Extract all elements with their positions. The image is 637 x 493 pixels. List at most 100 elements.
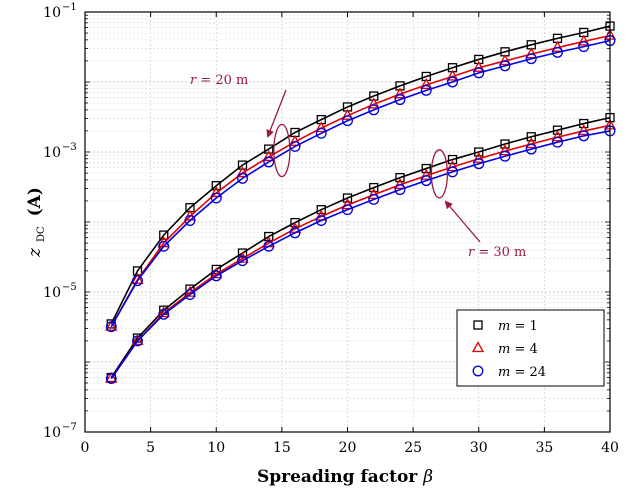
x-tick-label: 10 <box>207 440 225 456</box>
data-point-triangle <box>420 78 433 90</box>
x-axis-label: Spreading factor β <box>257 467 433 487</box>
data-point-triangle <box>210 186 223 198</box>
data-point-triangle <box>105 319 118 331</box>
data-point-square <box>237 160 248 170</box>
data-point-circle <box>210 192 222 204</box>
data-point-circle <box>578 130 590 142</box>
data-point-square <box>500 139 510 149</box>
data-point-circle <box>368 193 380 205</box>
y-axis-label-sub: DC <box>36 226 47 242</box>
data-point-triangle <box>577 34 590 46</box>
data-point-square <box>473 320 483 330</box>
data-point-circle <box>210 270 222 282</box>
y-tick-label-exponent: −7 <box>62 422 77 433</box>
data-point-circle <box>499 60 511 72</box>
data-point-triangle <box>472 60 485 72</box>
data-point-triangle <box>551 130 564 142</box>
data-point-square <box>369 182 379 193</box>
data-point-triangle <box>341 108 354 120</box>
data-point-square <box>237 248 248 258</box>
series-line <box>110 39 611 328</box>
data-point-circle <box>552 46 563 58</box>
y-tick-label-exponent: −3 <box>62 142 77 153</box>
data-point-circle <box>184 215 196 226</box>
data-point-triangle <box>498 54 512 66</box>
data-point-circle <box>105 373 117 385</box>
data-point-square <box>474 147 484 157</box>
data-point-square <box>159 230 169 240</box>
y-tick-label-exponent: −5 <box>62 282 77 293</box>
y-tick-label: 10 <box>43 5 61 21</box>
y-axis-label-main: z <box>25 247 45 258</box>
annotation-ellipse-r30 <box>430 149 449 199</box>
data-point-triangle <box>367 187 380 199</box>
data-point-square <box>290 217 300 228</box>
data-point-triangle <box>393 177 407 189</box>
annotations: r = 20 m r = 30 m <box>190 73 526 260</box>
data-point-circle <box>472 365 484 377</box>
annotation-label-r30: r = 30 m <box>468 245 526 260</box>
data-point-circle <box>473 158 485 170</box>
data-point-circle <box>132 335 143 347</box>
data-point-circle <box>394 184 406 196</box>
data-point-circle <box>473 67 485 79</box>
data-point-circle <box>499 150 511 162</box>
y-tick-label-exponent: −1 <box>62 2 77 13</box>
y-tick-label: 10 <box>43 425 61 441</box>
x-tick-label: 40 <box>601 440 619 456</box>
x-tick-label: 25 <box>404 440 422 456</box>
data-point-circle <box>158 308 170 320</box>
data-point-circle <box>315 215 327 226</box>
data-point-triangle <box>551 40 564 52</box>
data-point-triangle <box>236 166 249 178</box>
data-point-square <box>211 181 221 191</box>
data-point-triangle <box>236 251 249 263</box>
data-point-circle <box>342 204 353 216</box>
data-point-circle <box>184 289 196 300</box>
data-point-square <box>342 193 353 203</box>
x-tick-label: 35 <box>535 440 553 456</box>
data-point-triangle <box>288 134 302 146</box>
y-axis-label: z DC (A) <box>25 187 49 258</box>
data-point-circle <box>368 104 380 116</box>
y-axis-label-unit: (A) <box>25 187 45 216</box>
data-point-circle <box>237 255 248 267</box>
data-point-square <box>395 173 405 183</box>
data-point-triangle <box>210 267 223 279</box>
annotation-ellipse-r20 <box>273 123 291 178</box>
data-point-triangle <box>315 121 328 133</box>
y-tick-label: 10 <box>43 145 61 161</box>
data-point-circle <box>342 115 353 127</box>
x-tick-label: 15 <box>273 440 291 456</box>
x-tick-label: 5 <box>146 440 155 456</box>
data-point-triangle <box>393 87 407 99</box>
data-point-triangle <box>420 168 433 180</box>
data-point-triangle <box>105 371 118 383</box>
data-point-circle <box>525 143 537 155</box>
legend: m = 1 m = 4 m = 24 <box>456 309 605 387</box>
data-point-circle <box>394 94 406 106</box>
data-point-circle <box>132 275 143 287</box>
data-point-circle <box>158 240 170 252</box>
data-point-triangle <box>446 69 459 81</box>
series-layer <box>105 21 617 385</box>
data-point-circle <box>237 172 248 184</box>
data-point-triangle <box>262 150 275 162</box>
legend-entry-label: m = 1 <box>498 319 538 334</box>
x-axis-label-text: Spreading factor <box>257 467 418 487</box>
data-point-square <box>316 205 326 215</box>
data-point-circle <box>315 127 327 139</box>
data-point-circle <box>105 321 117 333</box>
data-point-triangle <box>472 151 485 163</box>
data-point-circle <box>578 41 590 53</box>
series-line <box>110 25 611 325</box>
data-point-square <box>526 132 536 142</box>
data-point-triangle <box>498 144 512 156</box>
data-point-triangle <box>577 124 590 136</box>
annotation-arrow-r30 <box>444 200 481 243</box>
data-point-circle <box>289 227 301 239</box>
x-tick-label: 0 <box>81 440 90 456</box>
annotation-arrow-r20 <box>266 89 287 138</box>
